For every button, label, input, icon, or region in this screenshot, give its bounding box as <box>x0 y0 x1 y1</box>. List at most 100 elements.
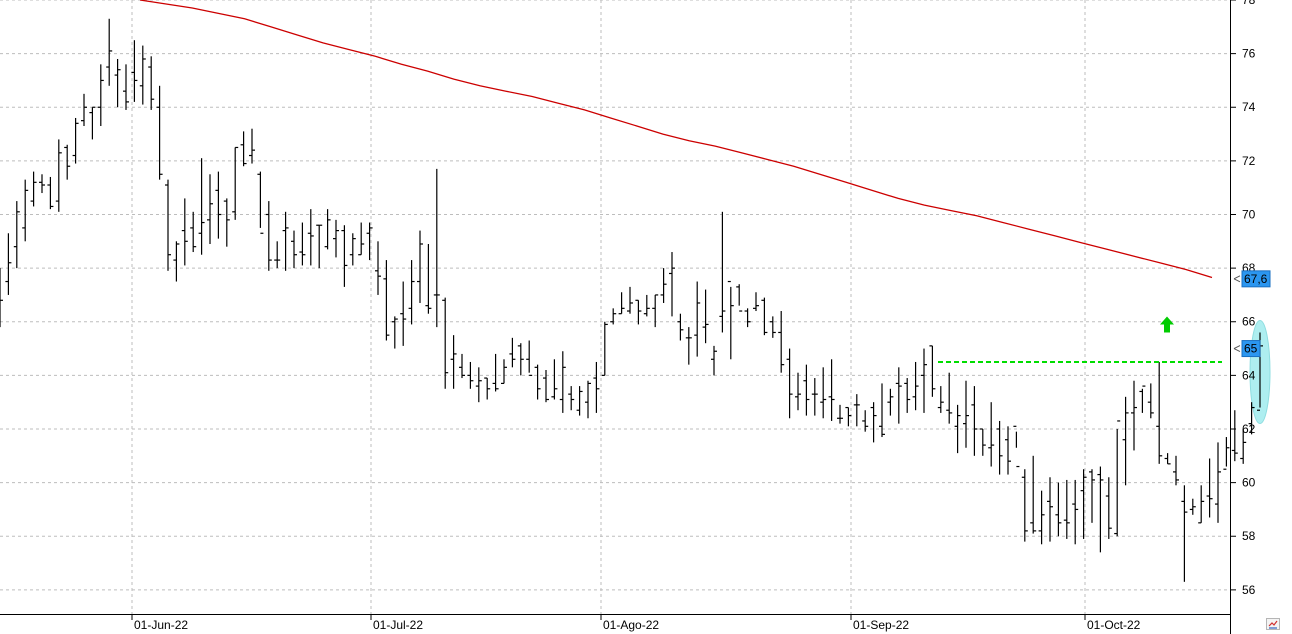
ohlc-bar-23 <box>190 211 197 253</box>
y-tick-label-4: 64 <box>1242 368 1256 382</box>
ohlc-bar-89 <box>744 308 751 328</box>
ohlc-bar-22 <box>181 198 188 266</box>
y-tick-label-8: 72 <box>1242 154 1256 168</box>
ohlc-bar-55 <box>459 353 465 379</box>
ohlc-bar-71 <box>593 361 600 413</box>
ohlc-bar-74 <box>618 292 625 315</box>
ohlc-bar-119 <box>996 420 1003 475</box>
ohlc-bar-58 <box>484 377 491 400</box>
ohlc-bar-80 <box>669 252 675 317</box>
ohlc-bar-28 <box>232 146 239 220</box>
ohlc-bar-54 <box>450 335 457 389</box>
ohlc-bar-124 <box>1038 490 1045 545</box>
ohlc-bar-16 <box>131 40 138 102</box>
y-tick-label-10: 76 <box>1242 47 1256 61</box>
y-tick-label-5: 66 <box>1242 315 1256 329</box>
ohlc-bar-59 <box>492 353 499 392</box>
ohlc-bar-37 <box>307 209 314 266</box>
ohlc-bar-98 <box>820 367 827 419</box>
axes-frame <box>0 0 1231 634</box>
ohlc-bar-63 <box>526 340 533 376</box>
ohlc-bar-92 <box>769 316 776 338</box>
ohlc-bar-146 <box>1223 437 1230 470</box>
ohlc-bar-135 <box>1131 380 1137 451</box>
ohlc-bar-122 <box>1021 469 1028 542</box>
ohlc-bar-70 <box>585 380 591 419</box>
y-tick-label-2: 60 <box>1242 476 1256 490</box>
ohlc-bar-134 <box>1122 396 1129 486</box>
ohlc-bar-108 <box>904 378 911 413</box>
ohlc-bar-109 <box>912 361 919 411</box>
ohlc-bar-3 <box>22 179 29 242</box>
ohlc-bar-4 <box>30 171 37 207</box>
ohlc-bar-102 <box>853 394 860 427</box>
ohlc-bar-40 <box>333 219 339 258</box>
x-tick-label-3: 01-Sep-22 <box>853 618 909 632</box>
ohlc-bar-43 <box>358 222 365 256</box>
ohlc-bar-90 <box>753 292 759 312</box>
resistance-layer <box>938 316 1222 363</box>
ohlc-bar-96 <box>803 364 810 416</box>
ohlc-bar-95 <box>795 372 801 411</box>
ohlc-bar-49 <box>408 260 415 325</box>
price-tags: 67,6 65 <box>1233 270 1271 358</box>
y-tick-label-7: 70 <box>1242 207 1256 221</box>
moving-average-layer <box>139 0 1213 279</box>
ohlc-bar-57 <box>475 367 482 403</box>
ohlc-bar-25 <box>207 174 213 244</box>
ohlc-bar-47 <box>391 316 398 349</box>
ohlc-bar-139 <box>1164 453 1171 465</box>
ohlc-bar-144 <box>1206 458 1213 518</box>
x-tick-label-4: 01-Oct-22 <box>1087 618 1141 632</box>
ohlc-bar-7 <box>55 139 62 212</box>
current-price-tag: 65 <box>1233 340 1261 358</box>
ohlc-bar-9 <box>72 117 79 164</box>
ohlc-bar-26 <box>215 171 222 239</box>
ohlc-bar-93 <box>778 311 785 373</box>
ohlc-bar-91 <box>761 297 768 336</box>
ohlc-bar-104 <box>870 402 877 443</box>
chart-menu-icon[interactable] <box>1266 618 1280 630</box>
ohlc-bar-129 <box>1080 469 1087 539</box>
ohlc-bar-12 <box>97 64 104 127</box>
ohlc-bar-36 <box>299 222 306 266</box>
ohlc-bar-17 <box>139 45 146 105</box>
ohlc-bar-21 <box>173 241 180 282</box>
ohlc-bar-128 <box>1072 479 1079 545</box>
ohlc-bar-24 <box>198 158 205 255</box>
ohlc-bar-67 <box>559 351 566 413</box>
x-axis: 01-Jun-22 01-Jul-22 01-Ago-22 01-Sep-22 01-O… <box>131 614 1141 632</box>
ohlc-bar-41 <box>341 225 348 287</box>
ohlc-bar-133 <box>1114 420 1121 537</box>
ohlc-bar-131 <box>1097 466 1104 553</box>
ohlc-bar-42 <box>349 233 356 266</box>
ohlc-bar-138 <box>1156 361 1163 464</box>
ohlc-bar-113 <box>946 372 953 424</box>
ohlc-bar-127 <box>1063 479 1070 539</box>
ohlc-bar-126 <box>1055 482 1062 537</box>
y-tick-label-11: 78 <box>1242 0 1256 7</box>
ohlc-bar-112 <box>937 386 944 413</box>
ohlc-bar-87 <box>727 280 734 360</box>
ohlc-bar-31 <box>257 171 264 234</box>
ohlc-bar-116 <box>971 386 978 456</box>
ohlc-bar-106 <box>887 388 894 416</box>
ohlc-bar-0 <box>0 268 3 328</box>
ohlc-bar-105 <box>879 383 885 438</box>
ohlc-bar-62 <box>517 343 524 376</box>
ohlc-bar-123 <box>1030 455 1037 534</box>
ohlc-bar-56 <box>467 361 474 389</box>
x-tick-label-0: 01-Jun-22 <box>134 618 188 632</box>
ohlc-bar-143 <box>1198 485 1205 524</box>
ohlc-bar-79 <box>660 268 667 303</box>
ohlc-bar-61 <box>509 337 516 368</box>
y-tick-label-1: 58 <box>1242 529 1256 543</box>
ohlc-bar-18 <box>148 56 155 110</box>
ohlc-bar-13 <box>106 18 113 86</box>
ohlc-bar-110 <box>921 348 927 413</box>
ohlc-bar-145 <box>1215 442 1221 523</box>
ohlc-bar-121 <box>1013 425 1020 468</box>
ohlc-bar-50 <box>417 230 423 303</box>
ohlc-bar-53 <box>442 297 449 389</box>
